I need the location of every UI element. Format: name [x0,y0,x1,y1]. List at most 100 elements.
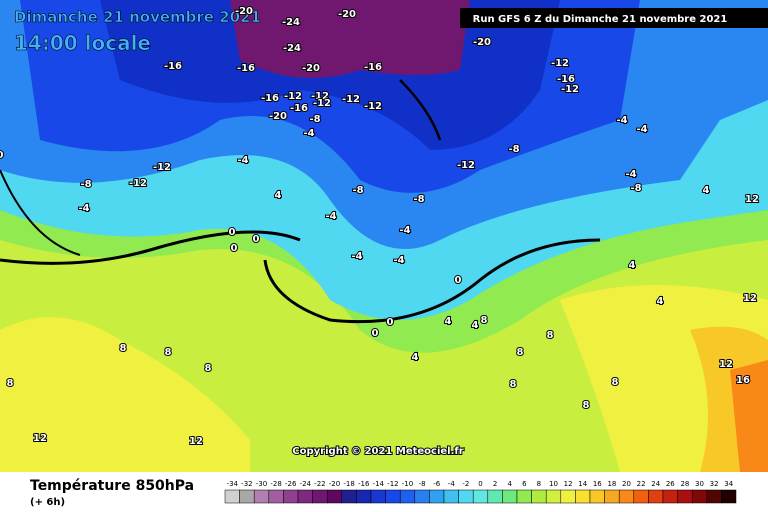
contour-label: -16 [237,63,255,74]
contour-label: 0 [0,150,4,161]
legend-swatch [531,489,547,504]
legend-label: 6 [522,480,527,488]
contour-label: -8 [508,144,519,155]
contour-label: -8 [352,185,363,196]
copyright: Copyright © 2021 Meteociel.fr [292,446,463,457]
legend-label: 8 [537,480,541,488]
contour-label: 4 [275,190,282,201]
contour-label: 8 [481,315,488,326]
contour-label: -12 [551,58,569,69]
legend-swatch [472,489,489,504]
legend-swatch [575,489,591,504]
legend-label: -4 [448,480,456,488]
contour-label: 8 [583,400,590,411]
contour-label: -8 [413,194,424,205]
contour-label: 12 [189,436,203,447]
legend-label: -20 [329,480,340,488]
legend-label: 26 [666,480,675,488]
legend-swatch [604,489,620,504]
legend-swatch [618,489,635,504]
legend-swatch [662,489,678,504]
legend-label: 4 [507,480,512,488]
contour-label: -12 [364,101,382,112]
legend-swatch [502,489,518,504]
contour-label: 8 [510,379,517,390]
contour-label: 0 [387,317,394,328]
legend-swatch [691,489,708,504]
contour-label: -20 [269,111,287,122]
legend-label: 2 [493,480,497,488]
contour-label: -8 [80,179,91,190]
legend-label: -28 [270,480,281,488]
contour-label: -24 [283,43,301,54]
contour-label: 0 [455,275,462,286]
legend-label: 30 [695,480,704,488]
legend-label: -8 [419,480,426,488]
contour-label: -8 [630,183,641,194]
contour-label: -4 [325,211,336,222]
contour-label: 8 [165,347,172,358]
contour-label: 8 [120,343,127,354]
legend-label: 22 [637,480,646,488]
legend-swatch [326,489,343,504]
legend-swatch [721,489,737,504]
contour-label: -16 [290,103,308,114]
run-label: Run GFS 6 Z du Dimanche 21 novembre 2021 [473,14,728,25]
legend-swatch [312,489,328,504]
footer-step: (+ 6h) [30,497,65,508]
legend-swatch [239,489,255,504]
contour-label: -4 [237,155,248,166]
legend-swatch [414,489,430,504]
contour-label: -24 [282,17,300,28]
legend-label: 0 [478,480,482,488]
contour-label: -20 [302,63,320,74]
legend-label: -32 [241,480,252,488]
time-label: 14:00 locale [14,31,151,55]
contour-label: -16 [364,62,382,73]
map-labels: -20-24-20-16 -16 -20-24-16-12-16-20-12-12-… [0,5,760,448]
contour-label: -16 [557,74,575,85]
contour-label: -12 [153,162,171,173]
contour-label: 0 [231,243,238,254]
contour-label: 8 [547,330,554,341]
legend-swatch [648,489,664,504]
contour-label: -16 [164,61,182,72]
contour-label: -4 [399,225,410,236]
legend-swatch [429,489,445,504]
legend-label: 20 [622,480,631,488]
contour-label: -4 [625,169,636,180]
contour-label: 8 [7,378,14,389]
footer-title: Température 850hPa [30,478,194,494]
legend-label: 10 [549,480,558,488]
legend-swatch [706,489,722,504]
legend-label: -34 [227,480,239,488]
legend-label: 32 [710,480,719,488]
legend-label: -30 [256,480,267,488]
run-box [460,8,768,28]
legend-label: 18 [607,480,616,488]
temperature-field [0,0,768,472]
legend-label: 16 [593,480,602,488]
legend-swatch [224,489,240,504]
contour-label: -12 [561,84,579,95]
contour-label: -4 [351,251,362,262]
contour-label: -4 [616,115,627,126]
legend-label: -24 [300,480,312,488]
contour-label: -12 [342,94,360,105]
contour-label: 4 [657,296,664,307]
legend-swatch [516,489,532,504]
contour-label: -12 [129,178,147,189]
contour-label: -4 [78,203,89,214]
legend-swatch [297,489,313,504]
contour-label: -20 [235,6,253,17]
contour-label: -12 [311,91,329,102]
date-label: Dimanche 21 novembre 2021 [14,8,261,26]
legend-swatch [283,489,299,504]
contour-label: -20 [473,37,491,48]
contour-label: 4 [472,320,479,331]
legend-label: -6 [433,480,441,488]
legend-label: -14 [373,480,385,488]
contour-label: -20 [338,9,356,20]
